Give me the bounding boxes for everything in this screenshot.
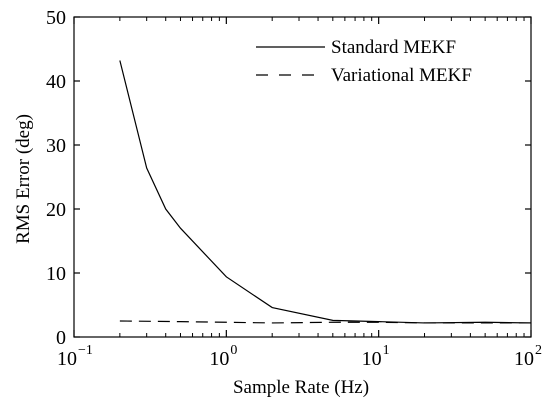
series-layer [119,60,532,324]
y-tick-label: 0 [56,327,66,349]
x-tick-base: 10 [514,348,534,370]
x-axis-ticks: 10 −1 10 0 10 1 10 2 [57,17,542,370]
y-tick-label: 50 [46,7,66,29]
y-tick-label: 10 [46,263,66,285]
y-tick-label: 30 [46,135,66,157]
x-tick-base: 10 [362,348,382,370]
y-tick-label: 40 [46,71,66,93]
x-tick-exponent: −1 [78,343,93,358]
plot-area [73,16,532,338]
x-tick-exponent: 0 [230,343,237,358]
x-tick-label: 10 0 [209,343,237,370]
x-tick-label: 10 −1 [57,343,93,370]
legend: Standard MEKF Variational MEKF [256,37,472,86]
series-line-variational-mekf [119,320,531,324]
series-line-standard-mekf [119,60,532,324]
x-tick-base: 10 [57,348,77,370]
plot-frame [73,16,532,338]
x-tick-label: 10 1 [362,343,390,370]
y-axis-ticks: 0 10 20 30 40 50 [46,7,531,349]
y-axis-label: RMS Error (deg) [13,114,34,244]
x-tick-label: 10 2 [514,343,542,370]
x-tick-exponent: 1 [383,343,390,358]
x-tick-exponent: 2 [535,343,542,358]
legend-label: Standard MEKF [331,37,456,58]
x-axis-label: Sample Rate (Hz) [233,377,369,398]
x-tick-base: 10 [209,348,229,370]
legend-label: Variational MEKF [331,65,472,86]
y-tick-label: 20 [46,199,66,221]
